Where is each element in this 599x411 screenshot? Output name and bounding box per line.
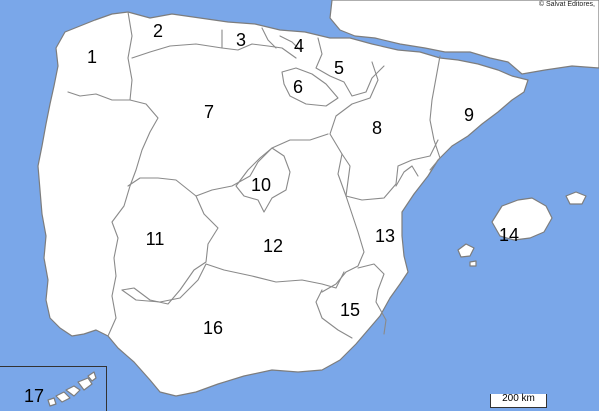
border-navarra [315,37,385,97]
canary-island-3 [77,377,93,391]
region-label-14: 14 [498,225,520,245]
canary-island-1 [55,391,71,403]
region-label-13: 13 [374,226,396,246]
region-label-12: 12 [262,236,284,256]
canary-islands-inset-frame [0,366,107,411]
region-label-1: 1 [86,47,98,67]
scale-bar: 200 km [490,393,547,408]
region-label-2: 2 [152,21,164,41]
copyright-notice: © Salvat Editores, [538,1,595,8]
formentera-island [469,260,477,267]
border-aragon-catalonia [429,55,441,171]
border-valencia-murcia [357,263,387,335]
border-murcia-andalusia [315,289,353,339]
region-label-11: 11 [145,229,165,249]
region-label-5: 5 [333,58,345,78]
iberian-peninsula [37,11,529,397]
region-label-6: 6 [292,77,304,97]
menorca-island [565,191,587,205]
region-label-3: 3 [235,30,247,50]
region-label-8: 8 [371,118,383,138]
region-label-17: 17 [23,386,45,406]
border-extremadura-castilla-lm [121,195,219,305]
border-cantabria-basque [221,27,301,51]
border-valencia-north [395,165,419,187]
ibiza-island [457,243,475,258]
region-label-10: 10 [250,175,272,195]
region-label-9: 9 [463,105,475,125]
canary-island-5 [87,371,97,382]
border-castilla-leon-south [127,133,329,197]
region-label-16: 16 [202,318,224,338]
border-andalusia-north [121,263,345,303]
france-land [329,0,599,75]
region-label-15: 15 [339,300,361,320]
canary-island-2 [65,385,81,397]
border-la-rioja [281,67,339,107]
region-label-7: 7 [203,102,215,122]
scale-label: 200 km [502,393,535,404]
border-galicia [127,11,133,101]
border-portugal-spain [67,91,159,337]
border-madrid [235,147,291,213]
border-aragon-west [329,61,439,201]
mallorca-island [491,197,553,241]
region-label-4: 4 [293,36,305,56]
canary-island-4 [47,397,57,407]
